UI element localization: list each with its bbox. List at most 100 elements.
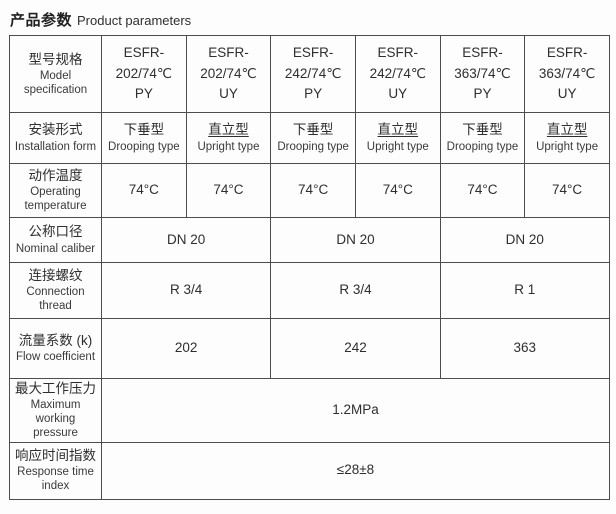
row-label-zh: 安装形式	[28, 122, 83, 138]
model-value: ESFR- 202/74℃ UY	[200, 44, 257, 102]
temperature-value: 74°C	[382, 182, 413, 198]
thread-value: R 3/4	[339, 282, 372, 298]
temperature-cell: 74°C	[270, 163, 356, 218]
model-value: ESFR- 363/74℃ PY	[454, 44, 511, 102]
row-label-nominal-caliber: 公称口径 Nominal caliber	[9, 217, 102, 263]
page-title-zh: 产品参数	[10, 12, 73, 29]
installation-cell: 下垂型 Drooping type	[439, 112, 526, 164]
model-cell: ESFR- 363/74℃ PY	[439, 35, 526, 113]
model-value: ESFR- 242/74℃ PY	[284, 44, 342, 102]
flow-value: 242	[344, 340, 367, 356]
row-label-en: Connection thread	[26, 286, 85, 313]
row-installation-form: 安装形式 Installation form 下垂型 Drooping type…	[9, 112, 610, 164]
row-label-zh: 公称口径	[28, 224, 83, 240]
row-label-en: Maximum working pressure	[30, 399, 81, 439]
row-flow-coefficient: 流量系数 (k) Flow coefficient 202 242 363	[9, 318, 610, 379]
caliber-cell: DN 20	[100, 217, 272, 263]
row-model-specification: 型号规格 Model specification ESFR- 202/74℃ P…	[9, 35, 610, 113]
installation-type-en: Drooping type	[108, 140, 180, 153]
row-label-zh: 连接螺纹	[28, 268, 83, 284]
temperature-cell: 74°C	[101, 163, 187, 218]
temperature-value: 74°C	[213, 182, 244, 198]
installation-type-en: Drooping type	[446, 140, 519, 153]
model-cell: ESFR- 242/74℃ PY	[270, 35, 356, 113]
row-label-en: Installation form	[14, 140, 97, 153]
installation-type-en: Drooping type	[277, 140, 349, 153]
pressure-value-cell: 1.2MPa	[101, 378, 610, 443]
installation-type-zh: 直立型	[208, 122, 249, 138]
row-operating-temperature: 动作温度 Operating temperature 74°C 74°C 74°…	[9, 163, 610, 218]
thread-value: R 3/4	[170, 282, 203, 298]
model-cell: ESFR- 363/74℃ UY	[524, 35, 610, 113]
flow-cell: 363	[439, 318, 610, 379]
product-parameters-table: 型号规格 Model specification ESFR- 202/74℃ P…	[9, 35, 610, 500]
installation-type-en: Upright type	[197, 140, 260, 153]
installation-type-zh: 直立型	[546, 122, 588, 138]
row-maximum-working-pressure: 最大工作压力 Maximum working pressure 1.2MPa	[9, 378, 610, 443]
caliber-value: DN 20	[167, 231, 206, 247]
temperature-cell: 74°C	[354, 163, 441, 218]
installation-type-zh: 直立型	[377, 122, 419, 138]
temperature-value: 74°C	[128, 182, 159, 198]
row-label-model-specification: 型号规格 Model specification	[9, 35, 102, 113]
model-value: ESFR- 363/74℃ UY	[538, 44, 596, 102]
installation-type-en: Upright type	[536, 140, 599, 153]
installation-cell: 直立型 Upright type	[185, 112, 272, 164]
temperature-value: 74°C	[298, 182, 329, 198]
row-label-en: Operating temperature	[24, 186, 87, 213]
thread-cell: R 3/4	[100, 262, 272, 319]
flow-cell: 202	[100, 318, 272, 379]
row-label-response-time-index: 响应时间指数 Response time index	[9, 441, 102, 500]
model-value: ESFR- 202/74℃ PY	[115, 44, 173, 102]
temperature-cell: 74°C	[439, 163, 526, 218]
row-connection-thread: 连接螺纹 Connection thread R 3/4 R 3/4 R 1	[9, 262, 610, 319]
row-label-zh: 最大工作压力	[15, 381, 96, 396]
response-value: ≤28±8	[336, 462, 375, 478]
row-label-en: Model specification	[23, 69, 88, 96]
row-label-operating-temperature: 动作温度 Operating temperature	[9, 163, 102, 218]
installation-type-zh: 下垂型	[292, 122, 334, 138]
temperature-value: 74°C	[552, 182, 583, 198]
model-cell: ESFR- 242/74℃ UY	[354, 35, 441, 113]
installation-type-zh: 下垂型	[123, 122, 165, 138]
thread-cell: R 3/4	[270, 262, 441, 319]
row-label-zh: 型号规格	[28, 51, 83, 67]
page-title-en: Product parameters	[77, 13, 192, 28]
installation-type-zh: 下垂型	[462, 122, 503, 138]
caliber-cell: DN 20	[270, 217, 441, 263]
page-title: 产品参数 Product parameters	[10, 9, 616, 33]
caliber-value: DN 20	[505, 231, 544, 247]
row-label-zh: 响应时间指数	[15, 448, 96, 464]
row-label-maximum-working-pressure: 最大工作压力 Maximum working pressure	[9, 378, 102, 443]
row-label-en: Response time index	[17, 466, 94, 493]
row-label-zh: 动作温度	[28, 168, 83, 184]
caliber-value: DN 20	[336, 231, 375, 247]
row-response-time-index: 响应时间指数 Response time index ≤28±8	[9, 441, 610, 500]
flow-cell: 242	[270, 318, 441, 379]
row-nominal-caliber: 公称口径 Nominal caliber DN 20 DN 20 DN 20	[9, 217, 610, 263]
row-label-installation-form: 安装形式 Installation form	[9, 112, 102, 164]
model-cell: ESFR- 202/74℃ PY	[101, 35, 187, 113]
row-label-en: Flow coefficient	[15, 351, 96, 364]
pressure-value: 1.2MPa	[332, 401, 379, 417]
installation-type-en: Upright type	[366, 140, 429, 153]
flow-value: 363	[513, 340, 537, 356]
temperature-cell: 74°C	[524, 163, 610, 218]
installation-cell: 下垂型 Drooping type	[101, 112, 187, 164]
model-cell: ESFR- 202/74℃ UY	[185, 35, 272, 113]
installation-cell: 直立型 Upright type	[524, 112, 610, 164]
row-label-zh: 流量系数 (k)	[18, 332, 93, 348]
row-label-en: Nominal caliber	[15, 242, 96, 255]
row-label-flow-coefficient: 流量系数 (k) Flow coefficient	[9, 318, 102, 379]
installation-cell: 下垂型 Drooping type	[270, 112, 356, 164]
caliber-cell: DN 20	[439, 217, 610, 263]
response-value-cell: ≤28±8	[101, 441, 610, 500]
row-label-connection-thread: 连接螺纹 Connection thread	[9, 262, 102, 319]
temperature-value: 74°C	[467, 182, 498, 198]
installation-cell: 直立型 Upright type	[354, 112, 441, 164]
flow-value: 202	[174, 340, 198, 356]
thread-value: R 1	[514, 282, 536, 298]
thread-cell: R 1	[439, 262, 610, 319]
temperature-cell: 74°C	[185, 163, 272, 218]
model-value: ESFR- 242/74℃ UY	[369, 44, 427, 102]
